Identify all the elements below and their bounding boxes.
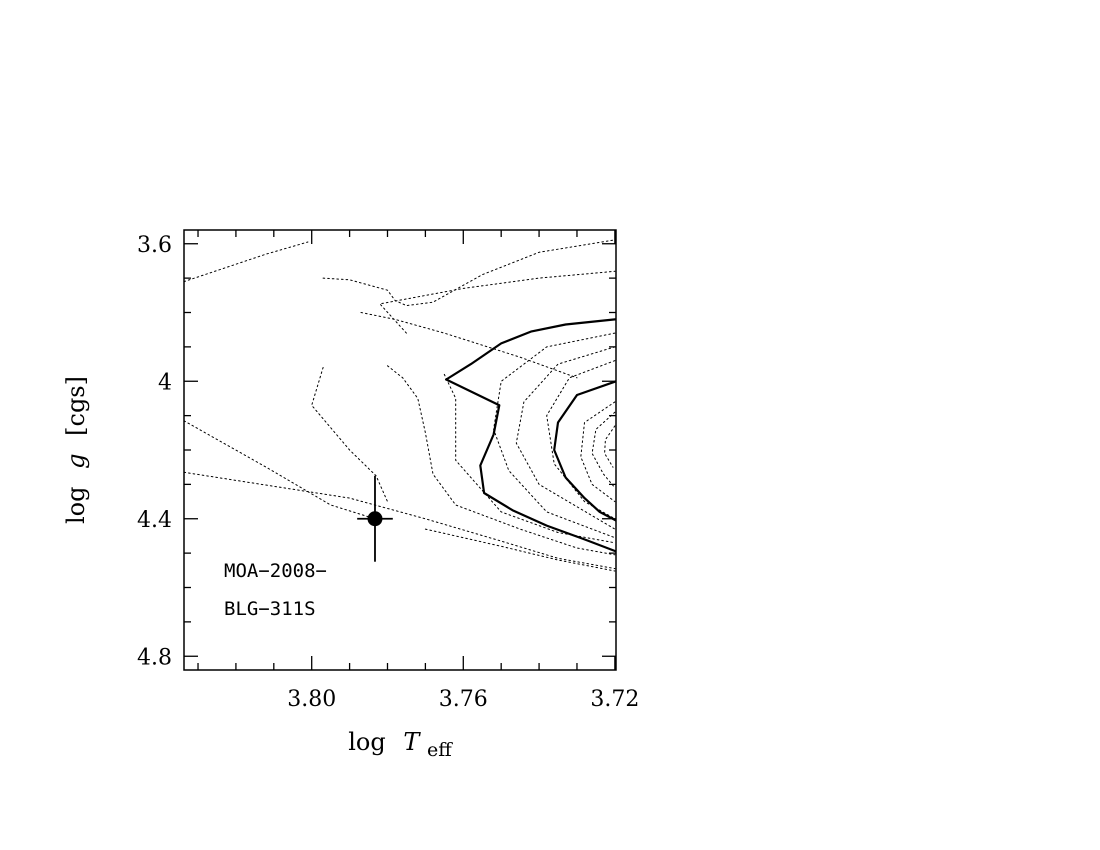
dotted-track-13 — [580, 401, 616, 503]
dotted-track-10 — [493, 332, 616, 539]
annotation-line-2: BLG−311S — [224, 598, 316, 620]
dotted-track-0 — [184, 241, 309, 283]
x-tick-label: 3.72 — [590, 687, 639, 712]
solid-track-18 — [553, 380, 616, 522]
dotted-track-4 — [184, 420, 376, 520]
y-axis-label: log g [cgs] — [62, 376, 90, 524]
tick-labels-layer: 3.80 3.76 3.72 3.6 4 4.4 4.8 — [137, 233, 639, 712]
data-point-marker — [367, 511, 383, 527]
y-axis-label-prefix: log — [62, 487, 90, 525]
x-tick-label: 3.80 — [287, 687, 336, 712]
dotted-track-1 — [322, 239, 616, 307]
dotted-track-11 — [515, 346, 616, 530]
solid-track-17 — [445, 378, 616, 553]
marker-layer — [357, 475, 393, 562]
annotation-line-1: MOA−2008− — [224, 560, 327, 582]
x-axis-label-symbol: T — [403, 728, 421, 756]
x-axis-label-subscript: eff — [427, 739, 453, 761]
y-axis-label-symbol: g — [62, 453, 90, 468]
curves-layer — [184, 239, 616, 572]
y-axis-label-suffix: [cgs] — [62, 376, 90, 436]
x-tick-label: 3.76 — [439, 687, 488, 712]
y-tick-label: 4.4 — [137, 508, 172, 533]
x-axis-label-prefix: log — [348, 728, 386, 756]
dotted-track-2 — [360, 312, 578, 379]
dotted-track-6 — [424, 528, 616, 572]
solid-track-16 — [445, 318, 616, 381]
y-tick-label: 4.8 — [137, 645, 172, 670]
dotted-track-15 — [604, 425, 616, 468]
y-tick-label: 4 — [158, 370, 172, 395]
dotted-track-3 — [379, 270, 616, 334]
dotted-track-7 — [311, 367, 388, 503]
y-tick-label: 3.6 — [137, 233, 172, 258]
dotted-track-14 — [591, 411, 616, 489]
x-axis-label: log T eff — [348, 728, 453, 761]
dotted-track-5 — [184, 471, 616, 570]
ticks-layer — [184, 230, 616, 670]
dotted-track-8 — [387, 365, 616, 556]
